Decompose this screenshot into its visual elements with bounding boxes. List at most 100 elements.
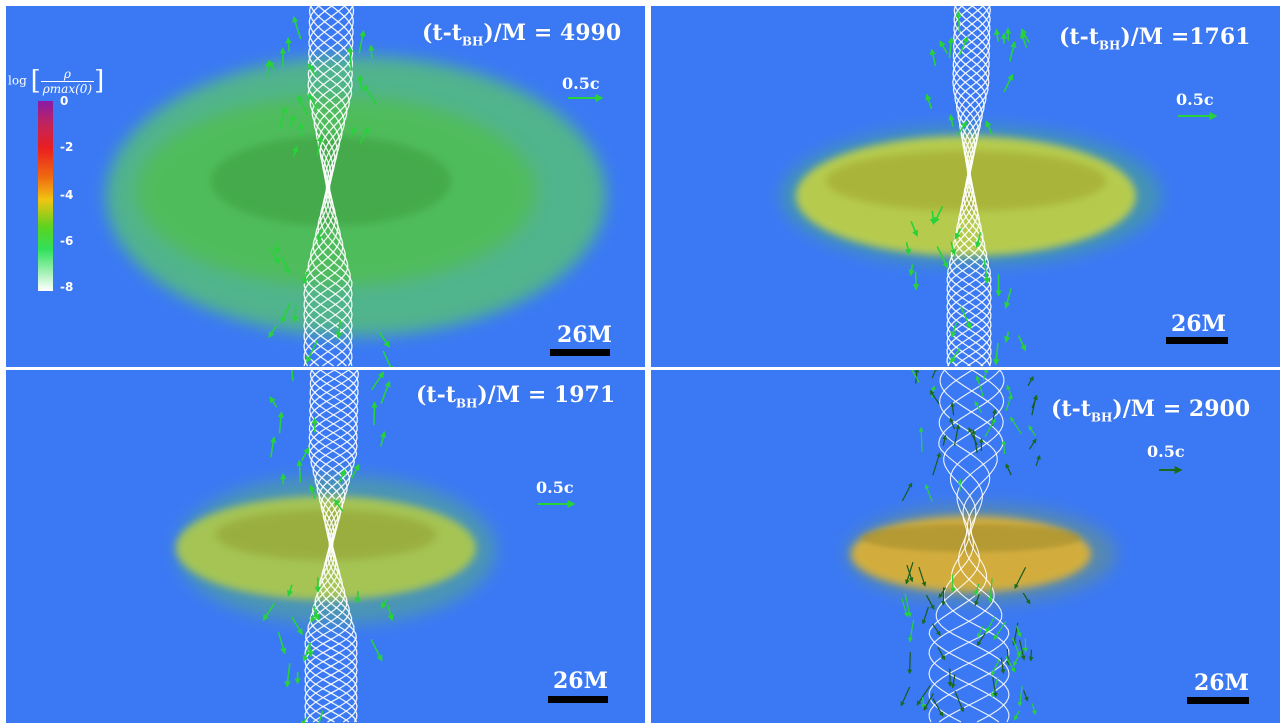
scale-label: 26M (1171, 311, 1226, 337)
simulation-render (781, 6, 1218, 367)
velocity-arrow (278, 106, 288, 130)
velocity-arrow (289, 114, 296, 128)
velocity-arrow (912, 271, 920, 291)
velocity-arrow (1010, 416, 1023, 435)
velocity-arrow (921, 697, 926, 710)
velocity-arrow (908, 619, 915, 643)
velocity-arrow (296, 459, 303, 483)
velocity-arrow (309, 484, 316, 499)
velocity-arrow (308, 93, 318, 110)
velocity-arrow (904, 593, 912, 618)
time-label: (t-tBH)/M = 1971 (416, 382, 616, 411)
velocity-arrow (291, 616, 303, 636)
velocity-arrow (297, 94, 309, 116)
velocity-arrow (370, 639, 383, 662)
jet-strand (928, 370, 1010, 723)
velocity-arrow (925, 594, 935, 610)
velocity-arrow (974, 400, 983, 413)
velocity-arrow (1011, 637, 1021, 658)
colorbar-tick: -2 (60, 140, 74, 154)
velocity-arrow (357, 74, 364, 94)
velocity-arrow (974, 232, 982, 249)
velocity-arrow (1018, 639, 1026, 661)
velocity-arrow (910, 220, 919, 237)
velocity-arrow (982, 370, 989, 381)
velocity-arrow (900, 686, 911, 707)
velocity-arrow (371, 371, 385, 391)
velocity-arrow (280, 302, 292, 324)
velocity-arrow (1005, 463, 1012, 476)
jet-helix (928, 370, 1010, 723)
velocity-arrow (359, 126, 370, 144)
velocity-arrow (937, 647, 946, 661)
velocity-arrow (300, 717, 308, 723)
colorbar-tick: -8 (60, 280, 74, 294)
velocity-arrow (950, 401, 955, 416)
velocity-arrow (1005, 394, 1013, 411)
velocity-arrow (908, 264, 915, 277)
velocity-arrow (268, 59, 276, 71)
velocity-arrow (277, 632, 287, 655)
velocity-arrow (1035, 454, 1041, 467)
velocity-arrow (1000, 657, 1006, 675)
jet-strand (946, 6, 992, 367)
velocity-arrow (1017, 335, 1027, 352)
jet-strand (946, 6, 992, 367)
jet-strand (928, 370, 1010, 723)
velocity-arrow (954, 228, 962, 240)
scale-bar (550, 349, 610, 356)
velocity-arrow (1003, 73, 1014, 93)
velocity-arrow (338, 468, 346, 484)
jet-strand (935, 370, 1010, 723)
velocity-arrow (1014, 567, 1027, 590)
velocity-arrow (1014, 710, 1020, 721)
velocity-arrow (264, 60, 272, 78)
velocity-arrow (993, 28, 1001, 42)
velocity-field (900, 370, 1041, 721)
velocity-arrow (957, 120, 967, 135)
velocity-arrow (938, 587, 947, 599)
velocity-arrow (901, 598, 909, 618)
velocity-arrow (315, 710, 324, 723)
velocity-arrow (300, 446, 310, 461)
velocity-arrow (971, 429, 978, 454)
velocity-arrow (958, 36, 969, 57)
colorbar-title: log [ρ ρmax(0)] (8, 66, 105, 96)
velocity-arrow (1020, 31, 1028, 49)
velocity-arrow (916, 685, 931, 706)
velocity-arrow (285, 36, 292, 52)
velocity-arrow (931, 370, 938, 379)
velocity-arrow (291, 370, 294, 381)
velocity-label: 0.5c (1147, 442, 1185, 461)
velocity-arrow (1017, 685, 1023, 707)
velocity-arrow (297, 122, 305, 137)
velocity-arrow (1023, 690, 1029, 702)
velocity-arrow (954, 690, 965, 713)
velocity-arrow (950, 241, 957, 256)
velocity-field (904, 10, 1030, 366)
velocity-arrow (270, 436, 277, 458)
scale-label: 26M (557, 322, 612, 348)
velocity-arrow (349, 126, 357, 138)
velocity-arrow (371, 401, 378, 426)
velocity-arrow (347, 45, 354, 71)
colorbar-tick: -4 (60, 188, 74, 202)
panel-t4990: log [ρ ρmax(0)] 0 -2 -4 -6 -8 (t-tBH)/M =… (6, 6, 645, 367)
scale-bar (1187, 697, 1249, 704)
velocity-arrow (975, 375, 984, 397)
velocity-arrow (387, 605, 394, 622)
velocity-arrow (1001, 439, 1007, 454)
velocity-arrow (1005, 648, 1011, 666)
velocity-arrow (905, 562, 914, 585)
velocity-arrow (992, 676, 998, 698)
velocity-arrow (942, 434, 947, 446)
velocity-arrow (268, 325, 278, 339)
velocity-arrow (1022, 592, 1031, 605)
velocity-arrow (960, 306, 972, 330)
velocity-arrow (983, 259, 990, 285)
velocity-arrow (907, 652, 913, 675)
colorbar-tick: -6 (60, 234, 74, 248)
velocity-arrow (1028, 438, 1037, 450)
scale-bar (1166, 337, 1228, 344)
velocity-arrow (976, 632, 986, 647)
